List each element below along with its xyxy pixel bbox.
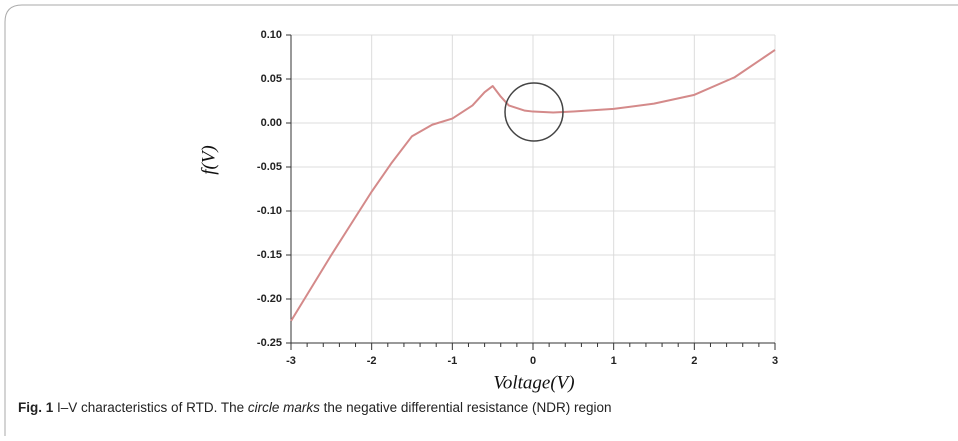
x-axis-title: Voltage(V): [493, 372, 574, 393]
y-tick-label: -0.15: [257, 249, 282, 261]
y-tick-label: -0.10: [257, 205, 282, 217]
ndr-circle: [504, 82, 564, 142]
caption: Fig. 1 I–V characteristics of RTD. The c…: [18, 400, 612, 415]
y-tick-label: -0.20: [257, 293, 282, 305]
x-tick-label: 3: [772, 355, 778, 367]
x-tick-label: -3: [286, 355, 296, 367]
x-tick-label: 2: [691, 355, 697, 367]
caption-emph: circle marks: [248, 400, 320, 415]
x-tick-label: 1: [611, 355, 617, 367]
caption-text: I–V characteristics of RTD. The: [53, 400, 248, 415]
line-series: [290, 49, 776, 322]
y-axis-title: f(V): [198, 145, 219, 175]
x-tick-label: -1: [447, 355, 457, 367]
y-tick-label: 0.10: [261, 29, 282, 41]
caption-text: the negative differential resistance (ND…: [320, 400, 612, 415]
caption-label: Fig. 1: [18, 400, 54, 415]
y-tick-label: -0.05: [257, 161, 282, 173]
y-tick-label: 0.05: [261, 73, 282, 85]
figure-border: [4, 4, 958, 436]
y-tick-label: -0.25: [257, 337, 282, 349]
x-tick-label: -2: [367, 355, 377, 367]
plot: -0.25 -0.20 -0.15 -0.10 -0.05 0.00 0.05 0.10 -3 -…: [257, 29, 778, 367]
x-tick-label: 0: [530, 355, 536, 367]
y-tick-label: 0.00: [261, 117, 282, 129]
